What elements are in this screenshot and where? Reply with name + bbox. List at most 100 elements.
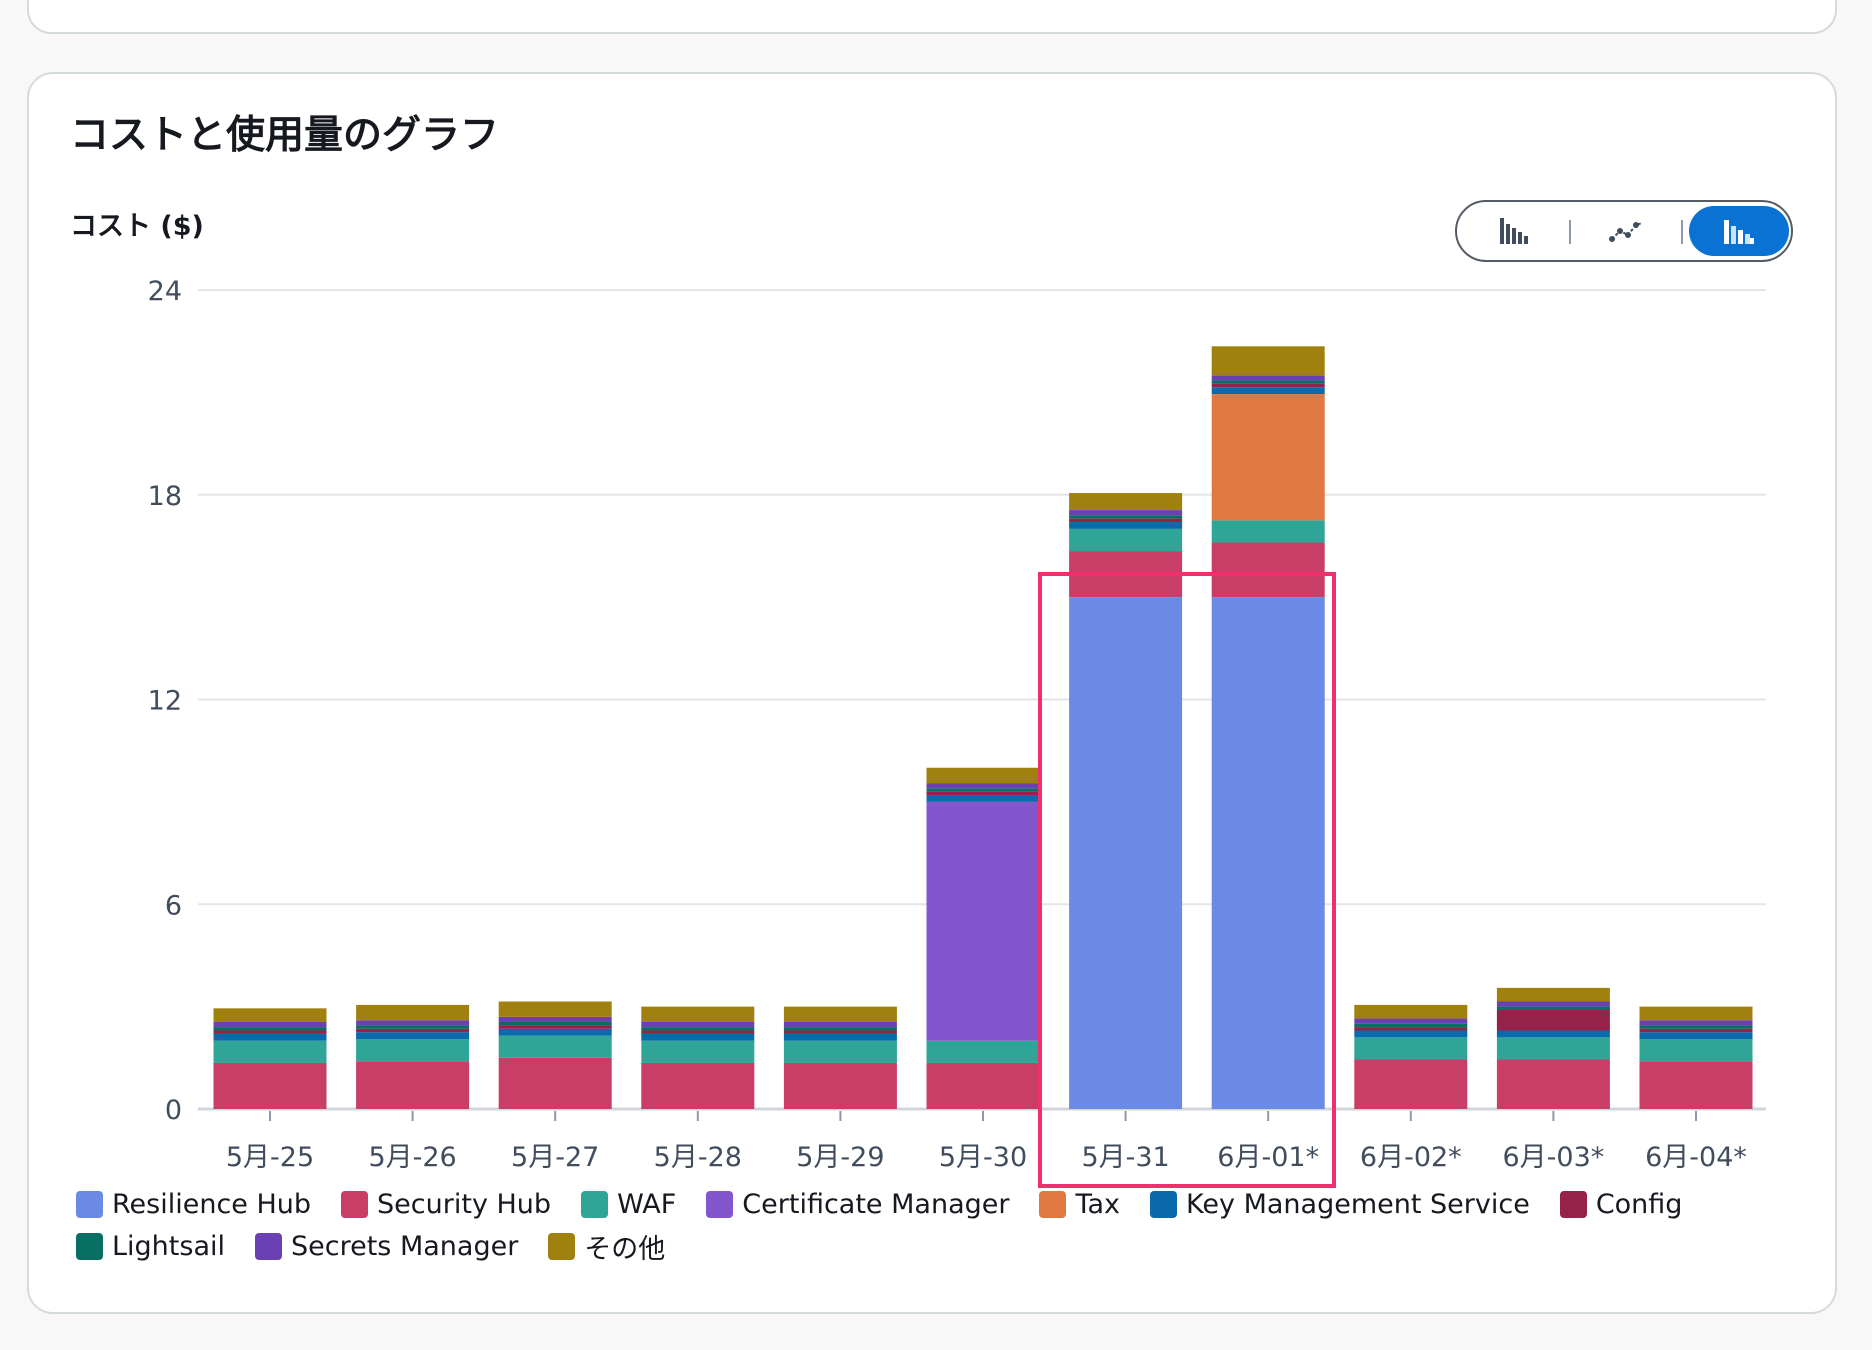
legend-label: その他 <box>584 1233 666 1265</box>
legend-swatch <box>1039 1190 1067 1218</box>
x-tick-label: 5月-28 <box>654 1142 742 1173</box>
bar-segment <box>641 1030 755 1034</box>
legend-item[interactable]: Secrets Manager <box>255 1230 518 1262</box>
bar-segment <box>1496 1030 1610 1038</box>
bar-segment <box>1354 1030 1468 1038</box>
legend-item[interactable]: Resilience Hub <box>76 1188 311 1220</box>
x-tick-label: 6月-03* <box>1503 1142 1605 1173</box>
bar-segment <box>1211 375 1325 381</box>
bar-segment <box>1496 1006 1610 1011</box>
legend-item[interactable]: WAF <box>581 1188 676 1220</box>
bar-segment <box>641 1006 755 1022</box>
chart-type-toggle <box>1455 200 1793 262</box>
bar-segment <box>926 783 1040 789</box>
bar-segment <box>1639 1028 1753 1033</box>
legend-swatch <box>76 1232 103 1260</box>
legend-label: Key Management Service <box>1186 1188 1530 1220</box>
bar-segment <box>1639 1032 1753 1040</box>
bar-segment <box>641 1021 755 1028</box>
legend-item[interactable]: Tax <box>1039 1188 1120 1220</box>
bar-segment <box>213 1040 327 1063</box>
bar-segment <box>783 1021 897 1028</box>
x-tick-label: 5月-29 <box>796 1142 884 1173</box>
bar-segment <box>1354 1037 1468 1060</box>
bar-chart-icon <box>1500 218 1528 244</box>
x-tick-label: 5月-30 <box>939 1142 1027 1173</box>
bar-segment <box>926 1062 1040 1109</box>
bar-chart-option[interactable] <box>1465 206 1565 256</box>
legend-item[interactable]: Certificate Manager <box>706 1188 1009 1220</box>
bar-segment <box>356 1020 470 1026</box>
bar-segment <box>783 1006 897 1022</box>
bar-segment <box>213 1062 327 1109</box>
bar-segment <box>1211 520 1325 543</box>
bar-segment <box>356 1004 470 1021</box>
legend-item[interactable]: Config <box>1559 1188 1683 1220</box>
y-tick-label: 0 <box>165 1095 182 1126</box>
legend-label: Security Hub <box>377 1188 552 1220</box>
stacked-bar-chart-icon <box>1724 220 1754 244</box>
bar-segment <box>1496 1037 1610 1060</box>
x-tick-label: 6月-01* <box>1217 1142 1319 1173</box>
bar-segment <box>1354 1027 1468 1031</box>
bar-segment <box>1069 551 1183 598</box>
bar-segment <box>783 1040 897 1063</box>
bar-segment <box>1354 1059 1468 1109</box>
bar-segment <box>1639 1061 1753 1109</box>
x-tick-label: 6月-04* <box>1645 1142 1747 1173</box>
legend-swatch <box>581 1190 609 1218</box>
bar-segment <box>926 795 1040 802</box>
legend-label: Tax <box>1075 1188 1121 1220</box>
bar-segment <box>1496 1001 1610 1007</box>
bar-segment <box>1069 528 1183 552</box>
bar-segment <box>1354 1023 1468 1028</box>
bar-segment <box>641 1027 755 1031</box>
bar-segment <box>1211 346 1325 376</box>
bar-segment <box>1354 1018 1468 1024</box>
bar-segment <box>1639 1006 1753 1021</box>
legend-label: Config <box>1595 1188 1683 1220</box>
chart-legend: Resilience Hub Security Hub WAF Certificate… <box>76 1188 1716 1265</box>
bar-segment <box>926 788 1040 792</box>
legend-item[interactable]: Security Hub <box>341 1188 551 1220</box>
x-tick-label: 5月-31 <box>1081 1142 1169 1173</box>
bar-segment <box>1211 394 1325 521</box>
bar-segment <box>1069 493 1183 511</box>
bar-segment <box>498 1021 612 1026</box>
x-tick-label: 5月-26 <box>368 1142 456 1173</box>
bar-segment <box>926 767 1040 784</box>
bar-segment <box>498 1028 612 1036</box>
bar-segment <box>641 1040 755 1063</box>
legend-swatch <box>76 1190 103 1218</box>
bar-segment <box>498 1001 612 1017</box>
toggle-separator <box>1681 220 1683 244</box>
bar-segment <box>213 1027 327 1031</box>
bar-segment <box>783 1027 897 1031</box>
line-chart-icon <box>1609 222 1643 242</box>
bar-segment <box>498 1057 612 1109</box>
bar-segment <box>641 1062 755 1109</box>
legend-item[interactable]: Lightsail <box>76 1230 225 1262</box>
x-tick-label: 5月-27 <box>511 1142 599 1173</box>
y-axis-title: コスト ($) <box>70 211 204 242</box>
bar-segment <box>783 1062 897 1109</box>
legend-label: WAF <box>617 1188 677 1220</box>
bar-segment <box>1496 1010 1610 1031</box>
bar-segment <box>213 1030 327 1034</box>
line-chart-option[interactable] <box>1577 206 1677 256</box>
bar-segment <box>498 1025 612 1029</box>
legend-item[interactable]: その他 <box>548 1230 665 1265</box>
legend-swatch <box>548 1232 576 1260</box>
bar-segment <box>783 1030 897 1034</box>
legend-label: Lightsail <box>112 1230 225 1262</box>
legend-item[interactable]: Key Management Service <box>1150 1188 1530 1220</box>
stacked-bar-chart-option[interactable] <box>1689 206 1789 256</box>
bar-segment <box>1069 597 1183 1109</box>
bar-segment <box>1069 518 1183 523</box>
toggle-separator <box>1569 220 1571 244</box>
bar-segment <box>926 791 1040 796</box>
bar-segment <box>498 1016 612 1022</box>
previous-card <box>27 0 1837 34</box>
bar-segment <box>356 1025 470 1029</box>
bar-segment <box>356 1061 470 1109</box>
